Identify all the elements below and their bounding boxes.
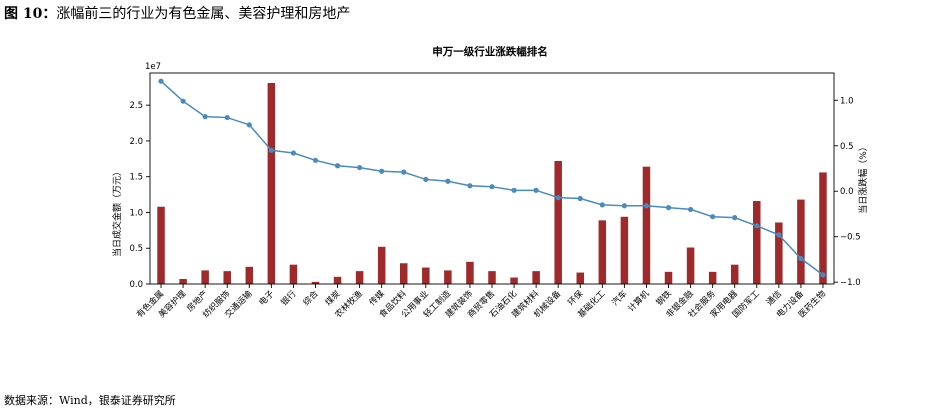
line-point	[268, 147, 274, 153]
bar	[819, 172, 827, 284]
x-tick-label: 计算机	[626, 288, 652, 314]
line-point	[754, 223, 760, 229]
line-point	[158, 78, 164, 84]
line-point	[577, 195, 583, 202]
left-axis-multiplier: 1e7	[145, 62, 161, 72]
bar	[179, 278, 187, 284]
line-point	[665, 205, 672, 211]
bar	[355, 271, 364, 284]
bar	[422, 267, 430, 284]
y-tick-label-right: −0.5	[840, 233, 861, 243]
line-path	[160, 80, 824, 276]
bar	[708, 271, 717, 284]
x-tick-label: 电子	[257, 288, 277, 308]
bar	[157, 206, 165, 284]
x-tick-label: 汽车	[610, 288, 630, 308]
x-tick-label: 银行	[279, 288, 299, 308]
bar	[289, 264, 298, 284]
line-point	[334, 163, 341, 169]
bar	[730, 264, 739, 284]
y-tick-label-left: 2.5	[129, 101, 143, 111]
x-tick-label: 传媒	[367, 288, 387, 308]
x-tick-label: 通信	[764, 288, 784, 308]
bar	[510, 277, 518, 284]
bar	[775, 222, 783, 284]
y-tick-label-left: 1.5	[129, 173, 143, 183]
y-axis-label-right: 当日涨跌幅（%）	[857, 142, 869, 214]
bar	[532, 271, 540, 284]
bar	[686, 247, 695, 284]
line-point	[224, 114, 230, 121]
line-point	[555, 195, 561, 201]
bar	[466, 261, 474, 284]
line-point	[687, 206, 694, 213]
line-point	[401, 169, 407, 175]
bar	[223, 271, 231, 284]
line-point	[776, 232, 782, 238]
figure-caption: 图 10：涨幅前三的行业为有色金属、美容护理和房地产	[4, 3, 350, 23]
bar	[576, 272, 585, 284]
y-tick-label-left: 0.5	[129, 244, 143, 254]
line-point	[445, 178, 451, 184]
bar	[201, 270, 209, 284]
bar	[642, 166, 651, 284]
y-axis-label-left: 当日成交金额（万元）	[111, 167, 123, 257]
line-point	[246, 122, 252, 128]
figure-number: 图 10：	[4, 6, 57, 22]
x-tick-label: 煤炭	[323, 288, 343, 308]
x-tick-label: 钢铁	[654, 288, 674, 308]
y-tick-label-left: 1.0	[129, 208, 143, 218]
line-point	[467, 183, 473, 189]
bar	[664, 271, 673, 284]
line-point	[621, 203, 627, 209]
line-point	[312, 157, 319, 163]
plot-frame	[149, 72, 835, 285]
bar	[753, 201, 761, 284]
line-point	[798, 255, 804, 262]
bar	[377, 246, 386, 284]
bar	[554, 160, 562, 284]
y-tick-label-right: 0.0	[840, 187, 854, 197]
bar	[333, 276, 342, 284]
bar	[488, 271, 496, 284]
y-tick-label-right: −1.0	[840, 278, 861, 288]
line-point	[511, 187, 517, 193]
y-tick-label-right: 1.0	[840, 96, 854, 106]
line-point	[599, 202, 605, 208]
bar	[245, 266, 254, 284]
bar	[267, 83, 276, 284]
bar	[598, 220, 607, 284]
line-point	[710, 214, 716, 220]
bar	[311, 281, 320, 284]
data-source-note: 数据来源：Wind，银泰证券研究所	[4, 394, 176, 407]
chart-title: 申万一级行业涨跌幅排名	[432, 45, 548, 58]
line-point	[379, 168, 385, 174]
y-tick-label-left: 0.0	[129, 280, 143, 290]
line-point	[732, 215, 738, 221]
line-point	[357, 164, 363, 171]
figure-caption-text: 涨幅前三的行业为有色金属、美容护理和房地产	[56, 6, 351, 22]
x-tick-label: 综合	[301, 288, 321, 308]
line-series	[158, 78, 826, 278]
bar	[620, 216, 629, 284]
line-point	[423, 176, 429, 183]
y-tick-label-left: 2.0	[129, 137, 143, 147]
bar	[399, 263, 408, 284]
bar	[797, 199, 805, 284]
y-tick-label-right: 0.5	[840, 142, 854, 152]
line-point	[202, 114, 208, 120]
line-point	[489, 184, 495, 190]
line-point	[820, 272, 826, 278]
bar	[444, 270, 452, 284]
bar-series	[157, 83, 827, 284]
line-point	[180, 98, 186, 104]
line-point	[643, 203, 650, 209]
line-point	[290, 150, 297, 156]
x-tick-label: 环保	[566, 288, 586, 308]
line-point	[533, 187, 539, 193]
